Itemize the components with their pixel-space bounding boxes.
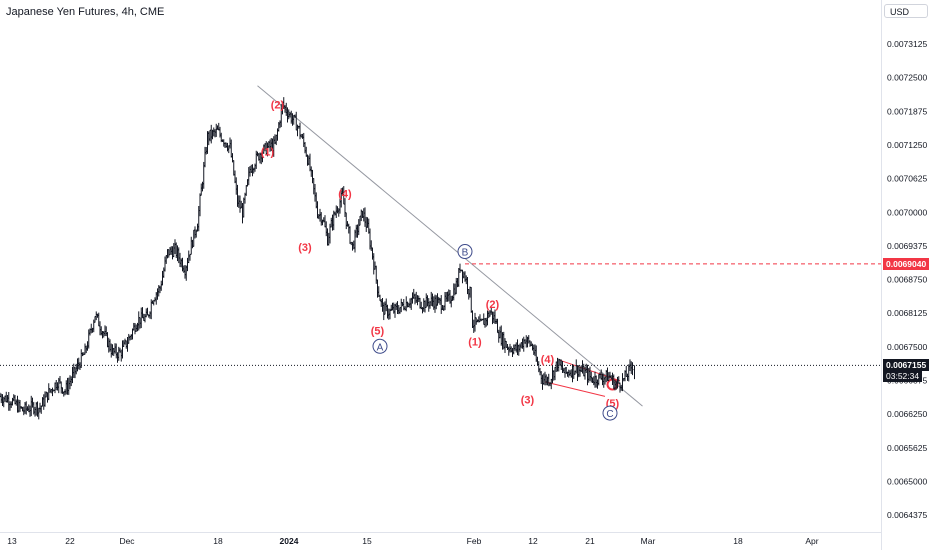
wave-circle-label: A: [377, 342, 384, 353]
y-tick-label: 0.0068125: [887, 308, 927, 318]
y-tick-label: 0.0065625: [887, 443, 927, 453]
y-tick-label: 0.0071875: [887, 106, 927, 116]
x-tick-label: 12: [528, 536, 538, 546]
x-tick-label: Mar: [641, 536, 656, 546]
wave-labels: (2)(1)(3)(4)(5)(2)(1)(4)(3) (5)ABC: [261, 100, 620, 421]
downtrend-line: [257, 85, 643, 407]
y-tick-label: 0.0065000: [887, 476, 927, 486]
time-axis-separator: [0, 532, 881, 533]
y-tick-label: 0.0066250: [887, 409, 927, 419]
wave-label: (1): [261, 147, 275, 159]
time-axis[interactable]: 13 22 Dec 18 2024 15 Feb 12 21 Mar 18 Apr: [7, 536, 819, 546]
wave-circle-label: C: [606, 409, 613, 420]
resistance-price-tag: 0.0069040: [883, 257, 930, 270]
wave-label: (4): [338, 188, 352, 200]
wave-label: (2): [486, 299, 500, 311]
current-price-tag: 0.0067155: [883, 359, 930, 372]
price-axis[interactable]: 0.0073125 0.0072500 0.0071875 0.0071250 0.00…: [887, 39, 927, 520]
price-axis-separator: [881, 0, 882, 550]
x-tick-label: 15: [362, 536, 372, 546]
drawing-layer: [0, 85, 881, 407]
wave-circle-label: B: [462, 248, 469, 259]
bar-countdown: 03:52:34: [883, 371, 923, 383]
x-tick-label: 22: [65, 536, 75, 546]
candles: [0, 97, 635, 420]
y-tick-label: 0.0071250: [887, 140, 927, 150]
wedge-lower-line: [544, 381, 606, 397]
x-tick-label: Apr: [805, 536, 818, 546]
y-tick-label: 0.0068750: [887, 275, 927, 285]
x-tick-label: 21: [585, 536, 595, 546]
x-tick-label: 13: [7, 536, 17, 546]
wave-label: (3): [298, 242, 312, 254]
y-tick-label: 0.0067500: [887, 342, 927, 352]
wave-label: (5): [371, 326, 385, 338]
y-tick-label: 0.0064375: [887, 510, 927, 520]
x-tick-label: 2024: [280, 536, 299, 546]
wave-label: (2): [271, 100, 285, 112]
wave-label: (1): [468, 336, 482, 348]
y-tick-label: 0.0070000: [887, 207, 927, 217]
currency-button[interactable]: USD: [884, 4, 928, 18]
y-tick-label: 0.0069375: [887, 241, 927, 251]
wave-label: (4): [541, 354, 555, 366]
y-tick-label: 0.0070625: [887, 174, 927, 184]
wave-label: (3): [521, 395, 535, 407]
y-tick-label: 0.0073125: [887, 39, 927, 49]
x-tick-label: Dec: [119, 536, 135, 546]
wave-circle-marker: [457, 244, 473, 260]
x-tick-label: 18: [733, 536, 743, 546]
x-tick-label: Feb: [467, 536, 482, 546]
wave-circle-marker: [602, 405, 618, 421]
y-tick-label: 0.0072500: [887, 73, 927, 83]
wave-circle-marker: [372, 338, 388, 354]
chart-title: Japanese Yen Futures, 4h, CME: [6, 6, 165, 18]
x-tick-label: 18: [213, 536, 223, 546]
